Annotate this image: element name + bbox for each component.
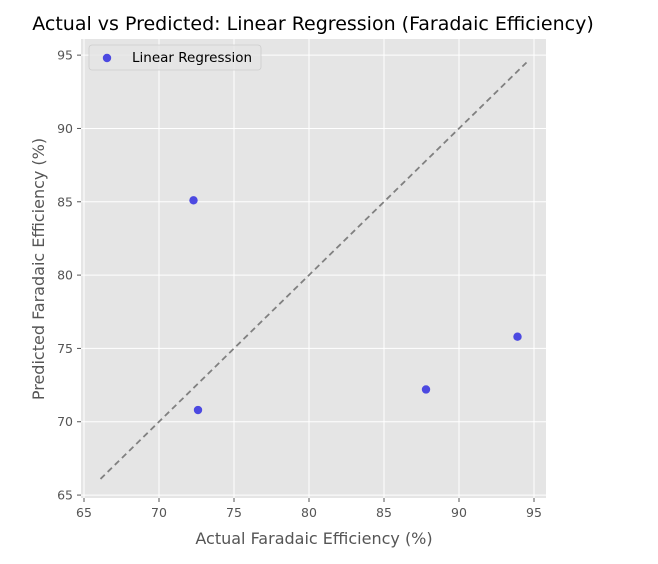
y-tick-label: 65 [57, 488, 73, 503]
x-tick-label: 65 [76, 505, 92, 520]
x-tick-label: 80 [301, 505, 317, 520]
legend-box [88, 44, 262, 71]
chart-title: Actual vs Predicted: Linear Regression (… [32, 13, 594, 35]
x-axis-ticks: 65 70 75 80 85 90 95 [76, 498, 542, 520]
y-tick-label: 95 [57, 48, 73, 63]
x-tick-label: 90 [451, 505, 467, 520]
legend-label: Linear Regression [132, 50, 252, 66]
x-tick-label: 75 [226, 505, 242, 520]
x-tick-label: 85 [376, 505, 392, 520]
x-tick-label: 70 [151, 505, 167, 520]
legend-marker [102, 53, 112, 63]
data-point [513, 332, 522, 341]
y-axis-label: Predicted Faradaic Efficiency (%) [29, 138, 48, 400]
y-tick-label: 90 [57, 121, 73, 136]
data-point [193, 405, 203, 415]
y-tick-label: 80 [57, 268, 73, 283]
y-axis-ticks: 65 70 75 80 85 90 95 [57, 48, 81, 503]
y-tick-label: 85 [57, 194, 73, 209]
x-tick-label: 95 [526, 505, 542, 520]
data-point [421, 385, 431, 394]
legend: Linear Regression [88, 44, 262, 71]
x-axis-label: Actual Faradaic Efficiency (%) [195, 529, 432, 548]
y-tick-label: 75 [57, 341, 73, 356]
data-point [189, 196, 198, 205]
y-tick-label: 70 [57, 414, 73, 429]
scatter-points [189, 196, 522, 415]
